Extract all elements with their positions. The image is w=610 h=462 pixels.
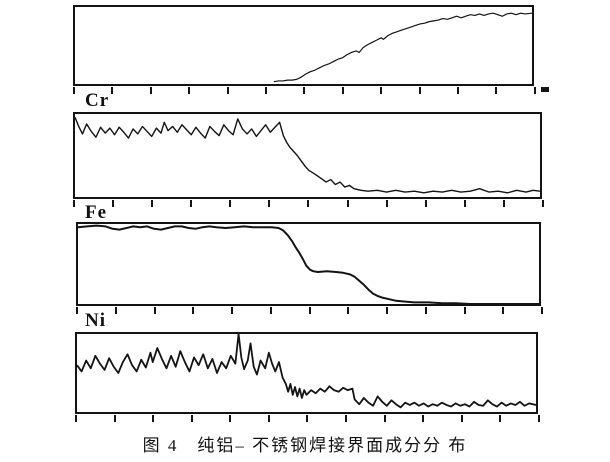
axis-tick <box>73 200 75 207</box>
axis-tick <box>76 307 78 314</box>
axis-tick <box>190 415 193 422</box>
axis-tick <box>418 87 421 94</box>
axis-tick <box>303 87 306 94</box>
axis-tick <box>114 307 117 314</box>
element-label-cr: Cr <box>85 90 110 111</box>
axis-tick <box>269 307 272 314</box>
axis-tick <box>268 200 271 207</box>
axis-tick <box>463 307 466 314</box>
axis-tick <box>149 87 152 94</box>
axis-tick <box>190 200 193 207</box>
axis-ticks-panel-ni <box>75 415 540 422</box>
axis-tick <box>308 307 311 314</box>
axis-tick <box>229 200 232 207</box>
axis-tick <box>267 415 270 422</box>
axis-tick <box>533 87 536 94</box>
line-scan-panel-1 <box>73 5 534 86</box>
line-scan-trace-cr <box>75 114 540 197</box>
line-scan-trace-1 <box>75 7 532 84</box>
line-scan-trace-fe <box>78 224 539 304</box>
axis-tick <box>424 200 427 207</box>
axis-tick <box>226 87 229 94</box>
axis-tick <box>386 307 388 314</box>
line-scan-panel-cr <box>73 112 542 199</box>
axis-tick <box>73 87 75 94</box>
axis-tick <box>151 200 154 207</box>
line-scan-panel-fe <box>76 222 541 306</box>
axis-tick <box>460 415 463 422</box>
axis-tick <box>385 200 388 207</box>
axis-tick <box>341 87 344 94</box>
axis-tick <box>152 415 155 422</box>
axis-tick <box>192 307 195 314</box>
line-scan-trace-ni <box>77 334 536 412</box>
axis-tick <box>153 307 156 314</box>
axis-tick <box>457 87 460 94</box>
axis-tick <box>113 415 116 422</box>
line-scan-panel-ni <box>75 332 538 414</box>
axis-tick <box>495 87 498 94</box>
axis-tick <box>265 87 268 94</box>
axis-tick <box>231 307 233 314</box>
element-label-ni: Ni <box>85 310 106 331</box>
axis-tick <box>380 87 383 94</box>
axis-tick <box>229 415 232 422</box>
axis-tick <box>347 307 350 314</box>
axis-tick <box>75 415 77 422</box>
axis-end-marker <box>541 87 549 92</box>
axis-ticks-panel-fe <box>76 307 543 314</box>
axis-tick <box>537 415 540 422</box>
axis-tick <box>306 415 309 422</box>
axis-ticks-panel-1 <box>73 87 536 94</box>
axis-tick <box>424 307 427 314</box>
element-label-fe: Fe <box>85 202 108 223</box>
axis-tick <box>502 307 505 314</box>
axis-tick <box>541 200 544 207</box>
axis-tick <box>346 200 349 207</box>
axis-tick <box>111 87 114 94</box>
axis-tick <box>541 307 543 314</box>
axis-tick <box>502 200 505 207</box>
figure-caption: 图 4 纯铝– 不锈钢焊接界面成分分 布 <box>142 436 468 455</box>
axis-tick <box>422 415 425 422</box>
axis-tick <box>345 415 348 422</box>
axis-tick <box>383 415 386 422</box>
axis-tick <box>499 415 502 422</box>
axis-tick <box>307 200 310 207</box>
axis-tick <box>112 200 115 207</box>
axis-ticks-panel-cr <box>73 200 544 207</box>
axis-tick <box>188 87 191 94</box>
axis-tick <box>463 200 466 207</box>
